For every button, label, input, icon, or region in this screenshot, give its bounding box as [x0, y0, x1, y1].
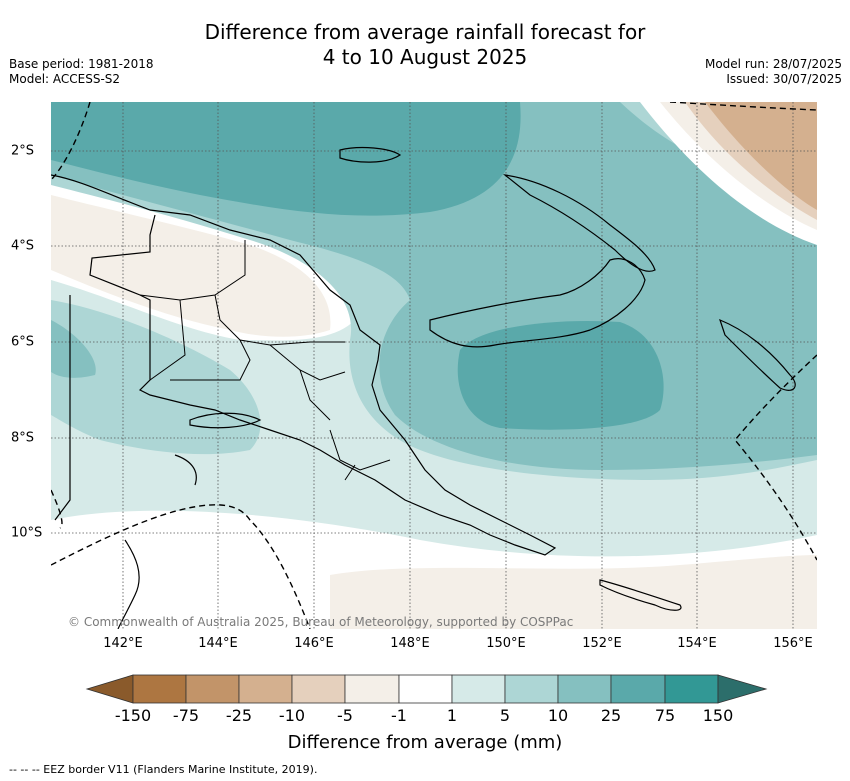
colorbar — [85, 674, 768, 704]
eez-borders — [51, 102, 817, 629]
model-run: Model run: 28/07/2025 — [704, 57, 842, 71]
colorbar-bin — [664, 674, 719, 704]
colorbar-label: -10 — [278, 706, 306, 725]
title-line-1: Difference from average rainfall forecas… — [204, 20, 646, 44]
graticule — [51, 102, 817, 629]
band-dry3-northeast — [705, 102, 817, 210]
colorbar-label: -25 — [225, 706, 253, 725]
colorbar-label: -150 — [114, 706, 152, 725]
y-tick-label: 10°S — [11, 525, 43, 541]
louisiade-coast — [599, 579, 682, 611]
x-tick-label: 144°E — [198, 636, 238, 651]
model-name: Model: ACCESS-S2 — [9, 72, 121, 86]
x-tick-label: 152°E — [582, 636, 622, 651]
colorbar-label: -75 — [172, 706, 200, 725]
bougainville-coast — [719, 318, 796, 391]
colorbar-label: -5 — [337, 706, 353, 725]
band-25-75-central — [457, 320, 664, 430]
x-tick-label: 154°E — [677, 636, 717, 651]
colorbar-label: 10 — [547, 706, 569, 725]
title-line-2: 4 to 10 August 2025 — [322, 45, 528, 69]
colorbar-label: -1 — [391, 706, 407, 725]
eez-legend-note: -- -- -- EEZ border V11 (Flanders Marine… — [9, 763, 318, 776]
coastlines — [51, 146, 796, 629]
colorbar-arrow-right — [717, 674, 768, 704]
rainfall-map — [51, 102, 817, 629]
colorbar-bin — [132, 674, 187, 704]
colorbar-bin — [398, 674, 453, 704]
x-tick-label: 142°E — [103, 636, 143, 651]
new-ireland-coast — [502, 174, 656, 272]
colorbar-arrow-left — [85, 674, 134, 704]
colorbar-label: 150 — [702, 706, 734, 725]
y-tick-label: 2°S — [11, 143, 35, 159]
colorbar-bin — [451, 674, 506, 704]
x-tick-label: 150°E — [486, 636, 526, 651]
band-dry-south — [330, 555, 817, 629]
new-britain-coast — [429, 258, 646, 348]
cape-york-coast — [117, 539, 140, 629]
band-5-10-southwest — [51, 300, 261, 455]
colorbar-bin — [238, 674, 293, 704]
colorbar-label: 25 — [600, 706, 622, 725]
band-dry-west — [51, 195, 331, 337]
colorbar-label: 75 — [654, 706, 676, 725]
issued-date: Issued: 30/07/2025 — [726, 72, 842, 86]
map-title: Difference from average rainfall forecas… — [0, 20, 850, 70]
band-25-75-north — [51, 102, 521, 216]
x-tick-label: 148°E — [390, 636, 430, 651]
meta-right: Model run: 28/07/2025 Issued: 30/07/2025 — [705, 57, 842, 87]
colorbar-label: 1 — [446, 706, 458, 725]
colorbar-bin — [557, 674, 612, 704]
colorbar-bin — [344, 674, 400, 704]
y-tick-label: 4°S — [11, 238, 35, 254]
y-tick-label: 8°S — [11, 430, 35, 446]
base-period: Base period: 1981-2018 — [9, 57, 154, 71]
copyright-notice: © Commonwealth of Australia 2025, Bureau… — [68, 615, 574, 629]
colorbar-bin — [291, 674, 346, 704]
colorbar-bin — [504, 674, 559, 704]
colorbar-title: Difference from average (mm) — [287, 732, 563, 753]
manus-coast — [339, 146, 402, 163]
x-tick-label: 156°E — [773, 636, 813, 651]
province-borders — [139, 240, 391, 481]
y-tick-label: 6°S — [11, 334, 35, 350]
band-10-25-southwest — [51, 320, 96, 378]
x-tick-label: 146°E — [294, 636, 334, 651]
colorbar-bin — [185, 674, 240, 704]
colorbar-label: 5 — [499, 706, 511, 725]
colorbar-bin — [610, 674, 666, 704]
meta-left: Base period: 1981-2018 Model: ACCESS-S2 — [9, 57, 154, 87]
